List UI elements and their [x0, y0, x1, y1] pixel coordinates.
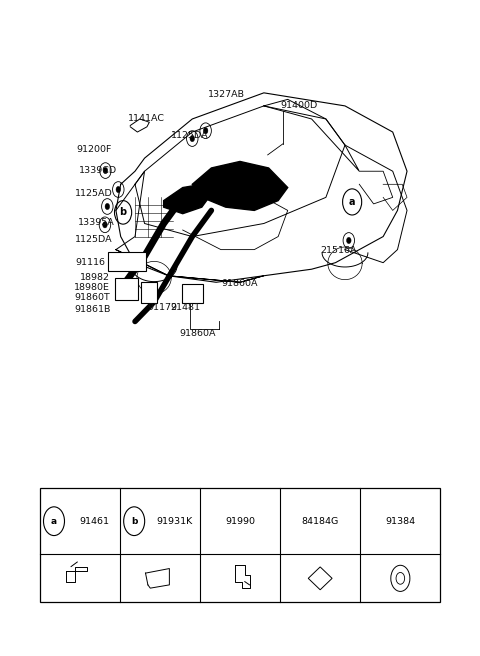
Text: b: b — [131, 517, 137, 525]
Circle shape — [347, 237, 351, 243]
Text: b: b — [120, 207, 127, 217]
Text: 91116: 91116 — [75, 258, 105, 267]
Polygon shape — [308, 567, 332, 590]
Text: 13395A: 13395A — [78, 218, 115, 227]
Text: 1327AB: 1327AB — [207, 91, 244, 99]
Text: 1125DA: 1125DA — [75, 236, 113, 244]
Text: a: a — [349, 197, 355, 207]
Text: 91172: 91172 — [147, 303, 177, 312]
Bar — [39, 488, 441, 602]
Circle shape — [105, 203, 109, 210]
Text: 91461: 91461 — [79, 517, 109, 525]
Circle shape — [116, 186, 120, 193]
Text: 18982: 18982 — [80, 272, 110, 281]
Text: 1125AD: 1125AD — [75, 189, 113, 198]
FancyBboxPatch shape — [182, 284, 203, 303]
Text: □: □ — [121, 256, 132, 266]
Text: 21516A: 21516A — [320, 247, 357, 255]
Text: 91860A: 91860A — [222, 279, 258, 288]
Text: 91931K: 91931K — [156, 517, 192, 525]
Text: 91860T: 91860T — [74, 293, 109, 302]
Polygon shape — [192, 161, 288, 211]
Circle shape — [190, 135, 194, 142]
Text: 91384: 91384 — [385, 517, 415, 525]
Text: 1125DA: 1125DA — [171, 131, 208, 140]
Text: 91861B: 91861B — [74, 305, 110, 314]
Text: a: a — [51, 517, 57, 525]
Text: 91481: 91481 — [171, 303, 201, 312]
Circle shape — [204, 127, 208, 134]
Text: 91200F: 91200F — [76, 144, 112, 154]
Polygon shape — [360, 171, 393, 204]
Text: 91400D: 91400D — [281, 102, 318, 110]
Text: 91990: 91990 — [225, 517, 255, 525]
FancyBboxPatch shape — [115, 277, 138, 300]
Text: 91860A: 91860A — [179, 329, 216, 338]
Text: 18980E: 18980E — [74, 283, 110, 292]
FancyBboxPatch shape — [108, 252, 145, 271]
Text: 1141AC: 1141AC — [128, 114, 165, 123]
Circle shape — [103, 167, 108, 174]
FancyBboxPatch shape — [141, 282, 157, 303]
Polygon shape — [164, 184, 211, 214]
Text: 84184G: 84184G — [301, 517, 339, 525]
Text: 1339CD: 1339CD — [79, 166, 117, 175]
Circle shape — [103, 222, 107, 228]
